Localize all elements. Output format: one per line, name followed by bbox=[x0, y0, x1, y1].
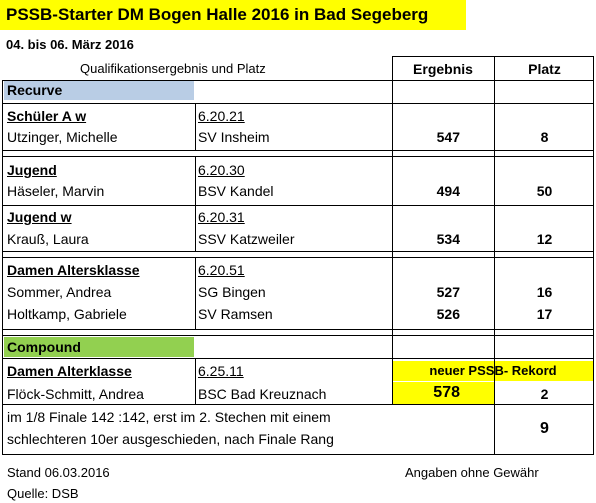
participant-result: 526 bbox=[436, 306, 460, 322]
group-name-damen-alterklasse: Damen Alterklasse bbox=[7, 363, 132, 379]
final-note-line-2: schlechteren 10er ausgeschieden, nach Fi… bbox=[7, 431, 334, 447]
participant-name: Flöck-Schmitt, Andrea bbox=[7, 386, 144, 402]
compound-highlight bbox=[4, 337, 194, 357]
group-code-jugend: 6.20.30 bbox=[198, 162, 245, 178]
participant-place: 2 bbox=[540, 386, 549, 402]
title-highlight bbox=[0, 0, 466, 30]
participant-name: Holtkamp, Gabriele bbox=[7, 306, 127, 322]
participant-club: SG Bingen bbox=[198, 284, 266, 300]
group-code-damen-altersklasse: 6.20.51 bbox=[198, 262, 245, 278]
section-recurve: Recurve bbox=[7, 82, 63, 98]
place-header: Platz bbox=[528, 61, 561, 77]
record-highlight bbox=[393, 361, 593, 381]
group-code-damen-alterklasse: 6.25.11 bbox=[198, 363, 244, 379]
participant-name: Häseler, Marvin bbox=[7, 183, 105, 199]
page-title: PSSB-Starter DM Bogen Halle 2016 in Bad … bbox=[6, 5, 429, 24]
stand-date: Stand 06.03.2016 bbox=[7, 465, 110, 480]
disclaimer: Angaben ohne Gewähr bbox=[405, 465, 539, 480]
participant-result: 494 bbox=[436, 183, 460, 199]
recurve-highlight bbox=[4, 81, 194, 100]
record-label: neuer PSSB- Rekord bbox=[429, 363, 557, 378]
participant-club: SSV Katzweiler bbox=[198, 231, 295, 247]
participant-club: BSC Bad Kreuznach bbox=[198, 386, 327, 402]
participant-result: 534 bbox=[436, 231, 460, 247]
participant-name: Krauß, Laura bbox=[7, 231, 89, 247]
participant-place: 50 bbox=[536, 183, 553, 199]
group-code-schueler-a-w: 6.20.21 bbox=[198, 108, 245, 124]
event-dates: 04. bis 06. März 2016 bbox=[6, 37, 134, 52]
source: Quelle: DSB bbox=[7, 486, 79, 501]
section-compound: Compound bbox=[7, 339, 81, 355]
participant-result: 578 bbox=[433, 384, 460, 401]
participant-club: BSV Kandel bbox=[198, 183, 274, 199]
participant-club: SV Ramsen bbox=[198, 306, 273, 322]
record-result-highlight bbox=[393, 382, 494, 404]
participant-name: Utzinger, Michelle bbox=[7, 129, 118, 145]
participant-club: SV Insheim bbox=[198, 129, 270, 145]
participant-place: 17 bbox=[536, 306, 553, 322]
participant-result: 547 bbox=[436, 129, 460, 145]
participant-result: 527 bbox=[436, 284, 460, 300]
qualification-header: Qualifikationsergebnis und Platz bbox=[80, 61, 266, 76]
group-code-jugend-w: 6.20.31 bbox=[198, 209, 245, 225]
participant-place: 16 bbox=[536, 284, 553, 300]
participant-name: Sommer, Andrea bbox=[7, 284, 112, 300]
group-name-jugend-w: Jugend w bbox=[7, 209, 72, 225]
group-name-jugend: Jugend bbox=[7, 162, 57, 178]
participant-place: 8 bbox=[540, 129, 549, 145]
group-name-schueler-a-w: Schüler A w bbox=[7, 108, 87, 124]
participant-place: 12 bbox=[536, 231, 553, 247]
result-header: Ergebnis bbox=[413, 61, 473, 77]
group-name-damen-altersklasse: Damen Altersklasse bbox=[7, 262, 140, 278]
final-note-line-1: im 1/8 Finale 142 :142, erst im 2. Stech… bbox=[7, 409, 331, 425]
final-place: 9 bbox=[540, 420, 549, 437]
